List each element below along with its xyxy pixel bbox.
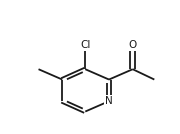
Text: Cl: Cl bbox=[80, 40, 91, 50]
Text: O: O bbox=[129, 40, 137, 50]
Text: N: N bbox=[105, 96, 113, 106]
